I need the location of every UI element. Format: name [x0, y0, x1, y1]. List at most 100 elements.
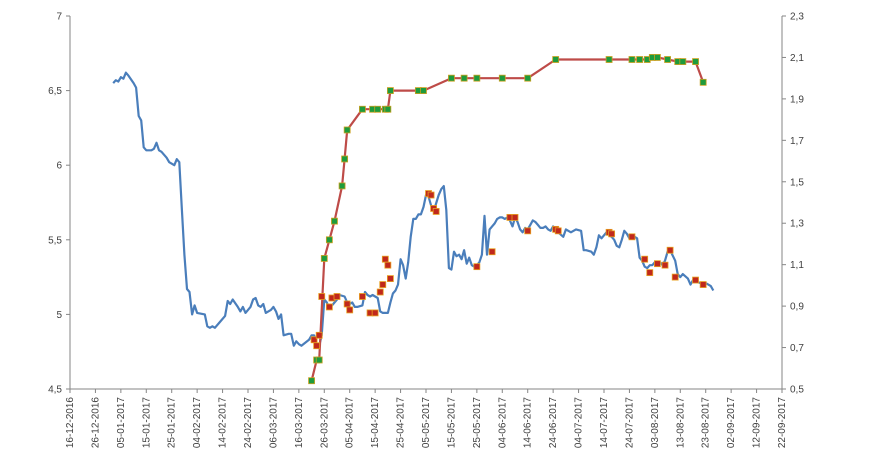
series-2-point: [359, 293, 366, 300]
y2-tick-label: 1,1: [790, 260, 804, 271]
x-tick-label: 15-04-2017: [370, 397, 381, 449]
y2-tick-label: 0,7: [790, 343, 804, 354]
series-2-point: [333, 293, 341, 300]
y-tick-label: 6: [56, 161, 62, 172]
series-1-point: [679, 58, 687, 65]
series-1-point: [384, 105, 392, 113]
series-1-point: [320, 255, 328, 262]
series-2-point: [315, 331, 323, 339]
y2-tick-label: 1,7: [790, 136, 804, 147]
series-2-point: [376, 288, 384, 296]
series-2-point: [488, 248, 496, 256]
x-tick-label: 13-08-2017: [675, 397, 686, 449]
series-1-point: [473, 74, 481, 82]
series-1-point: [692, 58, 699, 65]
series-2-point: [641, 255, 649, 263]
series-2-point: [325, 303, 333, 311]
series-1-point: [636, 56, 643, 63]
series-2-point: [371, 309, 379, 317]
series-2-point: [511, 214, 519, 221]
series-1-point: [331, 217, 338, 225]
x-tick-label: 15-05-2017: [446, 397, 457, 449]
series-1-point: [498, 74, 506, 82]
x-tick-label: 15-01-2017: [141, 397, 152, 449]
y2-tick-label: 1,5: [790, 177, 804, 188]
x-tick-label: 26-12-2016: [90, 397, 101, 449]
x-tick-label: 04-07-2017: [574, 397, 585, 449]
x-tick-label: 05-05-2017: [421, 397, 432, 449]
series-2-point: [343, 300, 351, 308]
x-tick-label: 12-09-2017: [752, 397, 763, 449]
y2-tick-label: 0,5: [790, 385, 804, 396]
y2-tick-label: 2,3: [790, 12, 804, 23]
x-tick-label: 06-03-2017: [268, 397, 279, 449]
x-tick-label: 14-06-2017: [523, 397, 534, 449]
series-0-line: [112, 71, 715, 347]
x-tick-label: 14-07-2017: [599, 397, 610, 449]
series-1-point: [374, 105, 382, 113]
y2-tick-label: 2,1: [790, 53, 804, 64]
series-1-point: [308, 377, 315, 385]
series-2-point: [386, 275, 394, 282]
x-tick-label: 14-02-2017: [218, 397, 229, 449]
series-2-point: [427, 191, 435, 199]
series-2-point: [608, 230, 616, 238]
series-1-point: [343, 126, 351, 134]
x-tick-label: 25-01-2017: [167, 397, 178, 449]
y-tick-label: 5: [56, 310, 62, 321]
x-tick-label: 03-08-2017: [650, 397, 661, 449]
series-1-point: [628, 56, 636, 63]
series-2-point: [628, 233, 636, 241]
y-tick-label: 5,5: [48, 235, 62, 246]
series-2-point: [346, 306, 354, 314]
x-tick-label: 02-09-2017: [726, 397, 737, 449]
y2-tick-label: 1,3: [790, 219, 804, 230]
series-1-point: [359, 105, 366, 113]
series-2-point: [473, 263, 481, 271]
x-tick-label: 25-04-2017: [396, 397, 407, 449]
series-2-point: [379, 281, 387, 288]
series-2-point: [554, 227, 562, 235]
x-tick-label: 23-08-2017: [701, 397, 712, 449]
series-2-point: [524, 227, 532, 235]
x-tick-label: 16-12-2016: [65, 397, 76, 449]
y-tick-label: 7: [56, 12, 62, 23]
x-tick-label: 24-07-2017: [624, 397, 635, 449]
series-2-point: [384, 261, 392, 269]
series-2-point: [666, 246, 674, 254]
series-1-point: [664, 56, 671, 63]
y2-tick-label: 1,9: [790, 94, 804, 105]
series-2-point: [671, 273, 679, 281]
x-tick-label: 04-02-2017: [192, 397, 203, 449]
series-1-point: [605, 56, 613, 63]
series-2-point: [381, 255, 389, 263]
series-1-point: [552, 56, 560, 63]
series-1-point: [420, 87, 427, 94]
x-tick-label: 26-03-2017: [319, 397, 330, 449]
series-2-point: [646, 269, 654, 277]
x-tick-label: 05-01-2017: [116, 397, 127, 449]
x-tick-label: 24-02-2017: [243, 397, 254, 449]
series-2-point: [432, 208, 440, 215]
y-tick-label: 4,5: [48, 385, 62, 396]
x-tick-label: 04-06-2017: [497, 397, 508, 449]
series-2-point: [654, 260, 661, 268]
x-tick-label: 05-04-2017: [345, 397, 356, 449]
x-tick-label: 24-06-2017: [548, 397, 559, 449]
series-2-point: [692, 276, 699, 284]
series-1-point: [524, 74, 532, 82]
x-tick-label: 16-03-2017: [294, 397, 305, 449]
series-1-point: [325, 236, 333, 244]
series-1-point: [315, 356, 323, 364]
series-1-point: [341, 155, 349, 163]
series-1-point: [338, 182, 346, 190]
series-1-point: [460, 74, 468, 82]
series-1-point: [654, 54, 661, 61]
series-2-point: [318, 293, 326, 300]
series-2-point: [699, 281, 707, 288]
series-1-point: [448, 74, 455, 82]
series-2-point: [661, 261, 669, 269]
y-tick-label: 6,5: [48, 86, 62, 97]
